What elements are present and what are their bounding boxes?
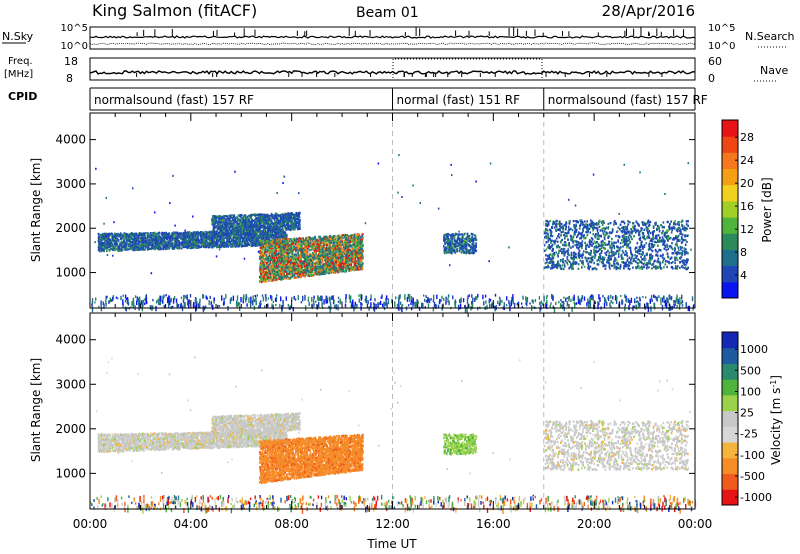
velocity-colorbar-tick: 25 xyxy=(740,407,754,420)
nave-label: Nave xyxy=(760,64,788,77)
nsky-panel: N.Sky 10^5 10^0 10^5 10^0 N.Search xyxy=(2,23,795,52)
cpid-panel: CPID normalsound (fast) 157 RF normal (fa… xyxy=(8,88,708,110)
freq-tick-top: 18 xyxy=(64,55,78,68)
nsky-trace xyxy=(90,27,695,44)
power-colorbar-swatch xyxy=(722,201,738,218)
freq-tick-bottom: 8 xyxy=(66,72,73,85)
nsky-tick-bottom: 10^0 xyxy=(61,41,88,52)
power-colorbar-label: Power [dB] xyxy=(760,177,774,242)
radar-summary-plot: King Salmon (fitACF) Beam 01 28/Apr/2016… xyxy=(0,0,800,554)
freq-label: Freq. xyxy=(8,56,33,67)
y-tick-label: 1000 xyxy=(55,466,86,480)
power-colorbar-swatch xyxy=(722,136,738,153)
velocity-colorbar-tick: -1000 xyxy=(740,491,772,504)
velocity-colorbar-swatch xyxy=(722,363,738,379)
velocity-colorbar-swatch xyxy=(722,458,738,474)
y-tick-label: 1000 xyxy=(55,266,86,280)
date-title: 28/Apr/2016 xyxy=(602,2,695,20)
velocity-colorbar-tick: 100 xyxy=(740,385,761,398)
cpid-segment-label: normalsound (fast) 157 RF xyxy=(94,93,254,107)
time-tick-label: 12:00 xyxy=(375,517,410,531)
velocity-colorbar-swatch xyxy=(722,426,738,442)
power-colorbar-tick: 24 xyxy=(740,154,754,167)
freq-panel: Freq. [MHz] 18 8 60 0 Nave xyxy=(4,55,788,85)
nsearch-label: N.Search xyxy=(745,30,795,43)
time-tick-label: 20:00 xyxy=(577,517,612,531)
nave-trace xyxy=(393,59,542,78)
cpid-segment-label: normal (fast) 151 RF xyxy=(397,93,521,107)
y-tick-label: 2000 xyxy=(55,221,86,235)
power-ylabel: Slant Range [km] xyxy=(29,158,43,262)
power-colorbar-tick: 28 xyxy=(740,131,754,144)
nsky-label: N.Sky xyxy=(2,30,34,43)
power-colorbar-swatch xyxy=(722,120,738,137)
power-colorbar-swatch xyxy=(722,185,738,202)
power-colorbar-tick: 16 xyxy=(740,200,754,213)
y-tick-label: 3000 xyxy=(55,377,86,391)
velocity-colorbar-tick: 500 xyxy=(740,364,761,377)
y-tick-label: 3000 xyxy=(55,177,86,191)
velocity-colorbar-swatch xyxy=(722,379,738,395)
time-axis-label: Time UT xyxy=(366,537,417,551)
power-colorbar-tick: 12 xyxy=(740,223,754,236)
power-panel: 1000 2000 3000 4000 Slant Range [km] 4 8 12 16… xyxy=(29,113,774,313)
velocity-colorbar-swatch xyxy=(722,395,738,411)
power-colorbar-swatch xyxy=(722,217,738,234)
velocity-colorbar-swatch xyxy=(722,332,738,348)
velocity-colorbar-tick: -500 xyxy=(740,470,765,483)
velocity-ylabel: Slant Range [km] xyxy=(29,358,43,462)
nsearch-tick-bottom: 10^0 xyxy=(708,41,735,52)
power-colorbar-tick: 20 xyxy=(740,177,754,190)
nave-tick-bottom: 0 xyxy=(708,72,715,85)
power-colorbar-swatch xyxy=(722,266,738,283)
y-tick-label: 2000 xyxy=(55,422,86,436)
time-tick-label: 04:00 xyxy=(174,517,209,531)
velocity-colorbar-tick: -100 xyxy=(740,449,765,462)
time-tick-label: 16:00 xyxy=(476,517,511,531)
y-tick-label: 4000 xyxy=(55,333,86,347)
power-colorbar-swatch xyxy=(722,152,738,169)
velocity-panel: 1000 2000 3000 4000 Slant Range [km] 1000 50… xyxy=(29,313,783,514)
velocity-colorbar-swatch xyxy=(722,442,738,458)
nsearch-tick-top: 10^5 xyxy=(708,23,735,34)
power-colorbar-tick: 4 xyxy=(740,269,747,282)
y-tick-label: 4000 xyxy=(55,133,86,147)
power-colorbar-swatch xyxy=(722,233,738,250)
beam-title: Beam 01 xyxy=(356,5,419,21)
site-title: King Salmon (fitACF) xyxy=(92,1,257,20)
velocity-colorbar-tick: 1000 xyxy=(740,343,768,356)
velocity-colorbar-tick: -25 xyxy=(740,428,758,441)
velocity-colorbar-swatch xyxy=(722,348,738,364)
velocity-colorbar-label: Velocity [m s-1] xyxy=(769,375,784,465)
cpid-segment-label: normalsound (fast) 157 RF xyxy=(548,93,708,107)
power-colorbar-swatch xyxy=(722,282,738,299)
cpid-label: CPID xyxy=(8,90,37,103)
time-tick-label: 00:00 xyxy=(73,517,108,531)
time-tick-label: 08:00 xyxy=(274,517,309,531)
power-colorbar-tick: 8 xyxy=(740,246,747,259)
nsky-tick-top: 10^5 xyxy=(61,23,88,34)
time-tick-label: 00:00 xyxy=(678,517,713,531)
freq-unit: [MHz] xyxy=(4,69,33,80)
nave-tick-top: 60 xyxy=(708,55,722,68)
